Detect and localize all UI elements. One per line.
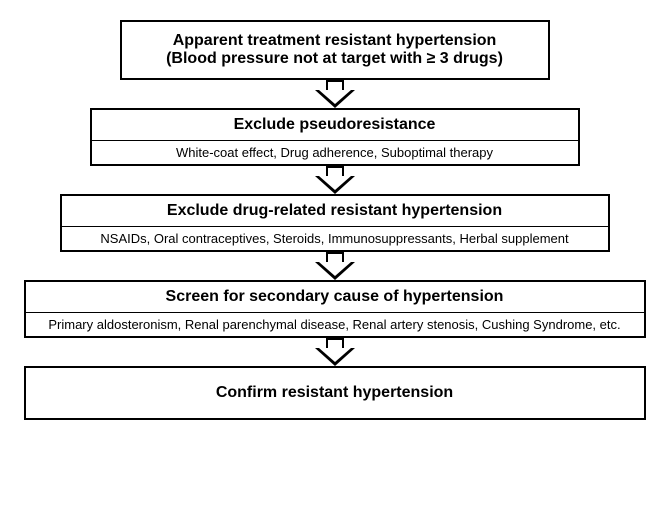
node-title: Screen for secondary cause of hypertensi…: [26, 282, 644, 312]
flow-node-drugrelated: Exclude drug-related resistant hypertens…: [60, 194, 610, 252]
flow-arrow: [315, 338, 355, 366]
title-line2: (Blood pressure not at target with ≥ 3 d…: [134, 50, 536, 68]
node-title: Exclude pseudoresistance: [92, 110, 578, 140]
node-title: Apparent treatment resistant hypertensio…: [122, 22, 548, 78]
node-title: Confirm resistant hypertension: [26, 368, 644, 418]
title-line1: Apparent treatment resistant hypertensio…: [134, 32, 536, 50]
flow-node-confirm: Confirm resistant hypertension: [24, 366, 646, 420]
node-sub: NSAIDs, Oral contraceptives, Steroids, I…: [62, 226, 608, 250]
node-sub: White-coat effect, Drug adherence, Subop…: [92, 140, 578, 164]
flow-node-pseudo: Exclude pseudoresistance White-coat effe…: [90, 108, 580, 166]
node-title: Exclude drug-related resistant hypertens…: [62, 196, 608, 226]
flow-node-secondary: Screen for secondary cause of hypertensi…: [24, 280, 646, 338]
flow-node-apparent: Apparent treatment resistant hypertensio…: [120, 20, 550, 80]
flow-arrow: [315, 80, 355, 108]
flow-arrow: [315, 166, 355, 194]
node-sub: Primary aldosteronism, Renal parenchymal…: [26, 312, 644, 336]
flowchart-canvas: Apparent treatment resistant hypertensio…: [0, 0, 669, 516]
flow-arrow: [315, 252, 355, 280]
